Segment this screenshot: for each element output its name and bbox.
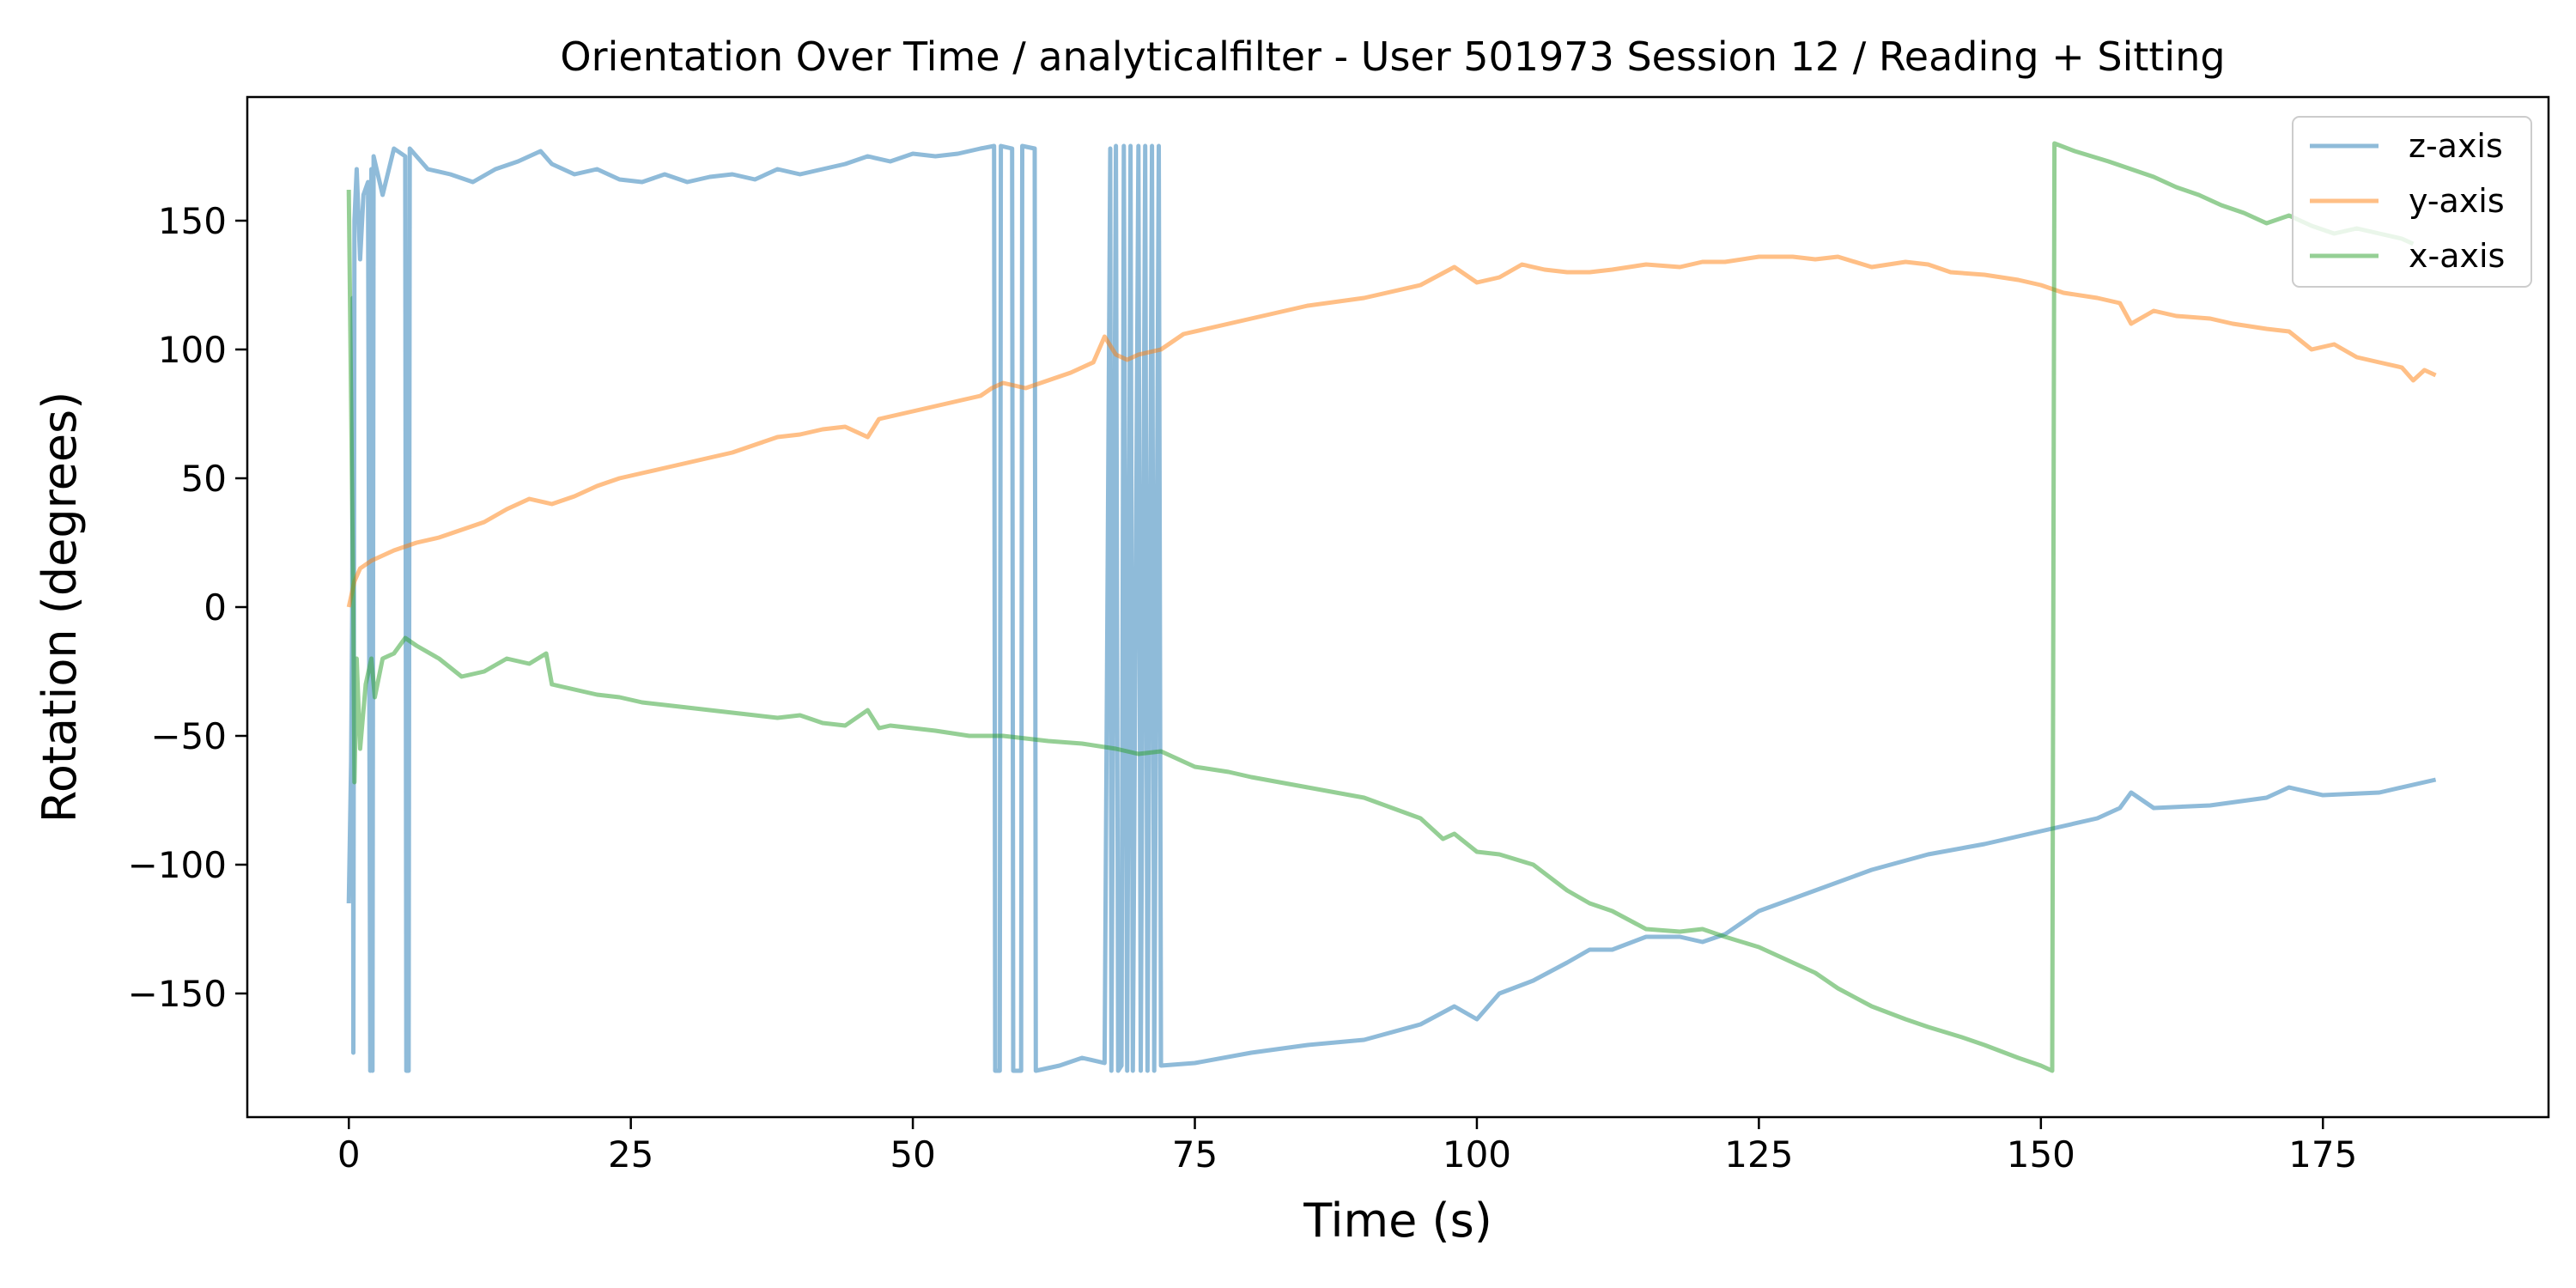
x-tick-label: 175: [2288, 1133, 2357, 1176]
chart-title: Orientation Over Time / analyticalfilter…: [560, 33, 2225, 80]
legend-label-z-axis: z-axis: [2409, 127, 2503, 165]
legend: z-axis y-axis x-axis: [2292, 116, 2532, 288]
series-line-y-axis: [346, 254, 2437, 608]
y-tick-label: −50: [150, 715, 227, 757]
plot-area: [346, 141, 2437, 1073]
x-tick-label: 150: [2007, 1133, 2075, 1176]
x-axis-label: Time (s): [1303, 1194, 1492, 1248]
x-tick-label: 125: [1724, 1133, 1793, 1176]
y-axis-label: Rotation (degrees): [33, 392, 87, 823]
y-tick-label: 100: [158, 329, 227, 371]
x-tick-label: 100: [1443, 1133, 1511, 1176]
x-tick-label: 50: [890, 1133, 935, 1176]
y-tick-label: 50: [181, 458, 227, 500]
axis-ticks: 0 25 50 75 100 125 150 175 −150 −100 −50 0 50 100 150: [128, 200, 2358, 1176]
x-tick-label: 0: [337, 1133, 361, 1176]
x-tick-label: 75: [1172, 1133, 1218, 1176]
series-line-z-axis: [346, 143, 2437, 1073]
x-tick-label: 25: [608, 1133, 653, 1176]
series-line-x-axis: [346, 141, 2415, 1073]
legend-label-x-axis: x-axis: [2409, 237, 2505, 275]
legend-label-y-axis: y-axis: [2409, 182, 2505, 220]
y-tick-label: −100: [128, 844, 227, 886]
y-tick-label: −150: [128, 973, 227, 1015]
legend-box: [2292, 116, 2532, 288]
y-tick-label: 0: [204, 586, 227, 629]
y-tick-label: 150: [158, 200, 227, 242]
